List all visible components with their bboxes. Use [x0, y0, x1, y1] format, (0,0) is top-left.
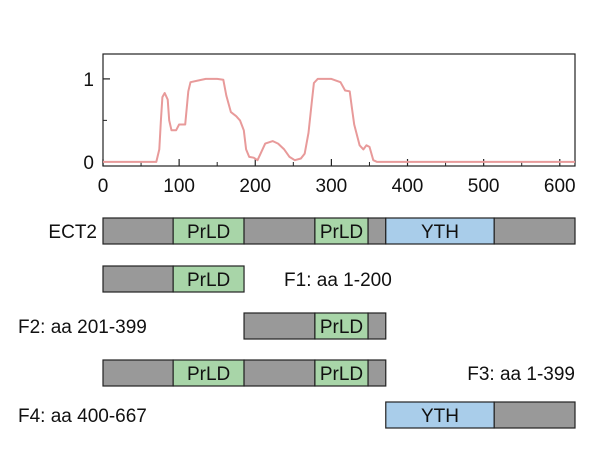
linker-segment — [367, 359, 387, 387]
prld-segment — [314, 312, 369, 340]
yth-label: YTH — [421, 222, 459, 243]
track-ect2: PrLD PrLD YTH ECT2 — [48, 217, 576, 245]
x-tick-label: 600 — [544, 176, 576, 197]
track-f1: PrLD F1: aa 1-200 — [102, 265, 392, 293]
y-axis: 01 — [83, 70, 110, 174]
x-tick-label: 0 — [98, 176, 109, 197]
linker-segment — [367, 312, 387, 340]
yth-segment — [385, 217, 495, 245]
track-label: F2: aa 201-399 — [18, 317, 147, 338]
x-tick-label: 500 — [468, 176, 500, 197]
track-label: F3: aa 1-399 — [467, 364, 575, 385]
prld-label: PrLD — [187, 270, 230, 291]
prld-segment — [172, 217, 245, 245]
x-tick-label: 300 — [316, 176, 348, 197]
x-tick-label: 100 — [163, 176, 195, 197]
plot-frame — [102, 53, 576, 167]
prld-label: PrLD — [320, 317, 363, 338]
x-axis: 0 100 200 300 400 500 600 — [98, 159, 576, 197]
x-tick-label: 400 — [392, 176, 424, 197]
yth-label: YTH — [421, 406, 459, 427]
track-f2: PrLD F2: aa 201-399 — [18, 312, 387, 340]
prld-segment — [172, 265, 245, 293]
linker-segment — [243, 312, 316, 340]
linker-segment — [493, 401, 576, 429]
track-label: ECT2 — [48, 222, 97, 243]
prld-segment — [172, 359, 245, 387]
disorder-plot: 0 100 200 300 400 500 600 01 — [83, 53, 576, 197]
linker-segment — [243, 217, 316, 245]
linker-segment — [493, 217, 576, 245]
prld-label: PrLD — [320, 364, 363, 385]
track-label: F1: aa 1-200 — [284, 270, 392, 291]
prld-label: PrLD — [187, 222, 230, 243]
x-tick-label: 200 — [239, 176, 271, 197]
prld-label: PrLD — [320, 222, 363, 243]
linker-segment — [243, 359, 316, 387]
yth-segment — [385, 401, 495, 429]
track-label: F4: aa 400-667 — [18, 406, 147, 427]
prld-segment — [314, 359, 369, 387]
track-f4: YTH F4: aa 400-667 — [18, 401, 576, 429]
linker-segment — [367, 217, 387, 245]
linker-segment — [102, 217, 174, 245]
y-tick-label: 0 — [83, 153, 94, 174]
linker-segment — [102, 359, 174, 387]
prld-label: PrLD — [187, 364, 230, 385]
track-f3: PrLD PrLD F3: aa 1-399 — [102, 359, 575, 387]
y-tick-label: 1 — [83, 70, 94, 91]
series-line — [103, 77, 575, 163]
linker-segment — [102, 265, 174, 293]
domain-tracks: PrLD PrLD YTH ECT2 PrLD F1: aa 1-200 PrLD F2: a… — [18, 217, 576, 429]
prld-segment — [314, 217, 369, 245]
